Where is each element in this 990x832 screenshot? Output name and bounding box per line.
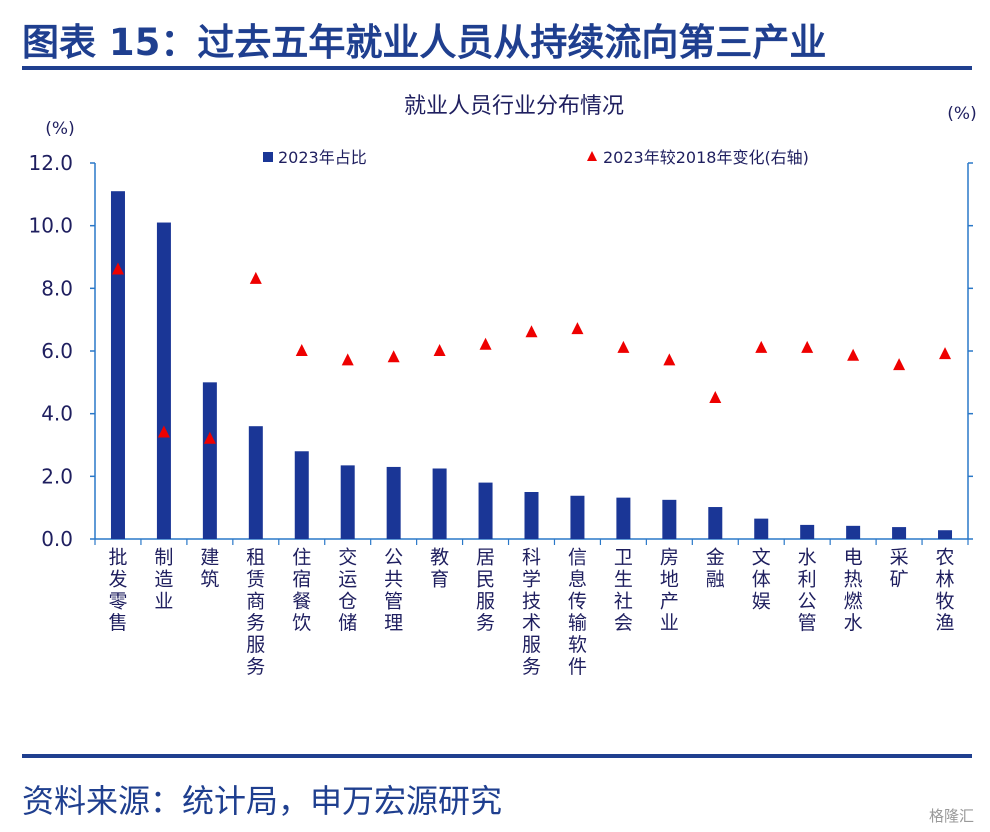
x-category-label: 信息传输软件 (568, 547, 587, 678)
change-marker (433, 344, 446, 356)
y-tick-label: 10.0 (28, 214, 73, 238)
x-category-label: 水利公管 (798, 547, 817, 635)
bar (248, 426, 263, 539)
legend-bar-swatch (263, 152, 273, 162)
change-marker (203, 431, 216, 444)
x-category-label: 文体娱 (752, 547, 771, 613)
bar (524, 492, 539, 539)
bar (570, 495, 585, 539)
bar (708, 507, 723, 539)
bar (432, 468, 447, 539)
x-category-label: 农林牧渔 (936, 547, 955, 635)
x-category-label: 住宿餐饮 (292, 547, 311, 635)
bar (110, 191, 125, 539)
bar (892, 527, 907, 539)
change-marker (709, 391, 722, 403)
bar (340, 465, 355, 539)
left-axis-unit: (%) (45, 119, 74, 139)
bar (156, 222, 171, 540)
change-marker (295, 344, 308, 356)
x-category-label: 采矿 (890, 547, 909, 591)
y-tick-label: 12.0 (28, 151, 73, 175)
bar (202, 382, 217, 539)
legend-marker-label: 2023年较2018年变化(右轴) (603, 148, 809, 167)
y-tick-label: 6.0 (41, 339, 73, 363)
bar (754, 518, 769, 539)
source-note: 资料来源：统计局，申万宏源研究 (22, 782, 503, 820)
x-category-label: 批发零售 (108, 547, 127, 635)
chart-title: 就业人员行业分布情况 (404, 94, 624, 119)
x-category-label: 房地产业 (660, 547, 679, 635)
change-marker (249, 271, 262, 284)
y-tick-label: 2.0 (41, 464, 73, 488)
change-marker (663, 353, 676, 366)
employment-chart: 就业人员行业分布情况 (%) (%) 2023年占比 2023年较2018年变化… (28, 94, 976, 678)
bar (616, 497, 631, 539)
watermark: 格隆汇 (928, 807, 974, 825)
change-marker (157, 425, 170, 438)
x-category-label: 交运仓储 (338, 547, 357, 635)
bar (294, 451, 309, 539)
x-category-label: 租赁商务服务 (246, 547, 265, 678)
x-category-label: 公共管理 (384, 547, 403, 635)
change-marker (387, 350, 400, 363)
right-axis-unit: (%) (947, 104, 976, 124)
bar (938, 530, 953, 539)
change-marker (939, 347, 952, 360)
change-marker (525, 325, 538, 338)
change-marker (893, 358, 906, 371)
change-marker (617, 340, 630, 353)
x-category-label: 金融 (706, 547, 725, 591)
x-category-label: 教育 (430, 547, 449, 591)
legend-bar-label: 2023年占比 (278, 148, 367, 167)
x-category-label: 居民服务 (476, 547, 495, 635)
x-category-label: 建筑 (200, 547, 219, 591)
x-category-label: 卫生社会 (614, 547, 633, 635)
legend-marker-swatch (587, 151, 597, 161)
bar (662, 499, 677, 539)
legend: 2023年占比 2023年较2018年变化(右轴) (263, 148, 809, 167)
y-tick-label: 0.0 (41, 527, 73, 551)
change-marker (801, 340, 814, 353)
y-tick-label: 8.0 (41, 276, 73, 300)
change-marker (111, 262, 124, 275)
change-marker (571, 322, 584, 335)
bar (386, 466, 401, 539)
change-marker (755, 340, 768, 353)
y-tick-label: 4.0 (41, 402, 73, 426)
bar (846, 525, 861, 539)
change-marker (847, 348, 860, 361)
change-marker (479, 337, 492, 350)
x-category-label: 制造业 (154, 547, 173, 613)
x-category-label: 电热燃水 (844, 547, 863, 635)
change-marker (341, 353, 354, 366)
footer-divider (22, 754, 972, 758)
bar (800, 524, 815, 539)
title-divider (22, 66, 972, 70)
page-title: 图表 15：过去五年就业人员从持续流向第三产业 (22, 21, 827, 64)
bar (478, 482, 493, 539)
x-category-label: 科学技术服务 (522, 547, 541, 678)
